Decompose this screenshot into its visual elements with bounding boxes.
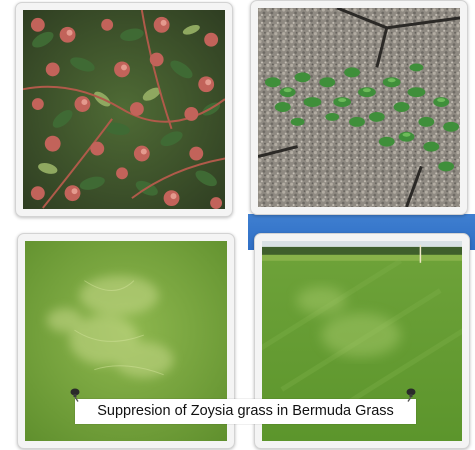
photo-frame-2 [250, 0, 468, 215]
photo-weed-on-gravel-image [258, 8, 460, 207]
pushpin-icon [406, 388, 416, 402]
photo-reddish-weed [23, 10, 225, 209]
pushpin-icon [70, 388, 80, 402]
photo-frame-1 [15, 2, 233, 217]
photo-weed-on-gravel [258, 8, 460, 207]
photo-reddish-weed-image [23, 10, 225, 209]
caption: Suppresion of Zoysia grass in Bermuda Gr… [75, 399, 416, 424]
